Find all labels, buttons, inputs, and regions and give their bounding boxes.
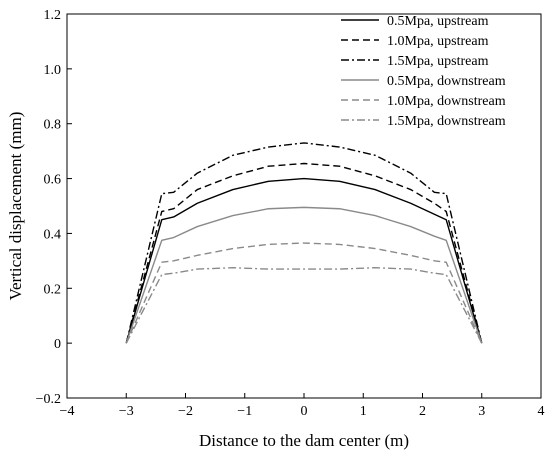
y-axis-label: Vertical displacement (mm)	[6, 112, 25, 301]
series-line-6	[125, 267, 483, 344]
y-tick-label: 1.0	[44, 63, 62, 78]
x-tick-label: −2	[178, 404, 193, 419]
series-line-5	[125, 242, 483, 344]
x-axis: −4 −3 −2 −1 0 1 2 3 4	[60, 393, 545, 419]
x-tick-label: −3	[119, 404, 134, 419]
series-line-1	[125, 177, 483, 344]
legend: 0.5Mpa, upstream 1.0Mpa, upstream 1.5Mpa, …	[341, 14, 506, 129]
y-tick-label: 0	[54, 337, 61, 352]
legend-label: 1.0Mpa, downstream	[387, 94, 506, 109]
legend-label: 1.5Mpa, upstream	[387, 54, 489, 69]
x-tick-label: 2	[419, 404, 426, 419]
plot-lines	[125, 142, 483, 344]
x-tick-label: 3	[478, 404, 485, 419]
series-line-4	[125, 206, 483, 344]
y-axis: −0.2 0 0.2 0.4 0.6 0.8 1.0 1.2	[36, 8, 72, 407]
x-axis-label: Distance to the dam center (m)	[199, 431, 409, 450]
series-line-2	[125, 162, 483, 344]
y-tick-label: 0.6	[44, 173, 62, 188]
x-tick-label: −1	[237, 404, 252, 419]
x-tick-label: 0	[301, 404, 308, 419]
legend-label: 1.0Mpa, upstream	[387, 34, 489, 49]
y-tick-label: 0.2	[44, 282, 62, 297]
x-tick-label: 1	[360, 404, 367, 419]
legend-label: 0.5Mpa, downstream	[387, 74, 506, 89]
legend-label: 0.5Mpa, upstream	[387, 14, 489, 29]
y-tick-label: 1.2	[44, 8, 62, 23]
x-tick-label: −4	[60, 404, 75, 419]
y-tick-label: 0.8	[44, 118, 62, 133]
legend-label: 1.5Mpa, downstream	[387, 114, 506, 129]
series-line-3	[125, 142, 483, 344]
y-tick-label: −0.2	[36, 392, 61, 407]
x-tick-label: 4	[538, 404, 545, 419]
y-tick-label: 0.4	[44, 227, 62, 242]
